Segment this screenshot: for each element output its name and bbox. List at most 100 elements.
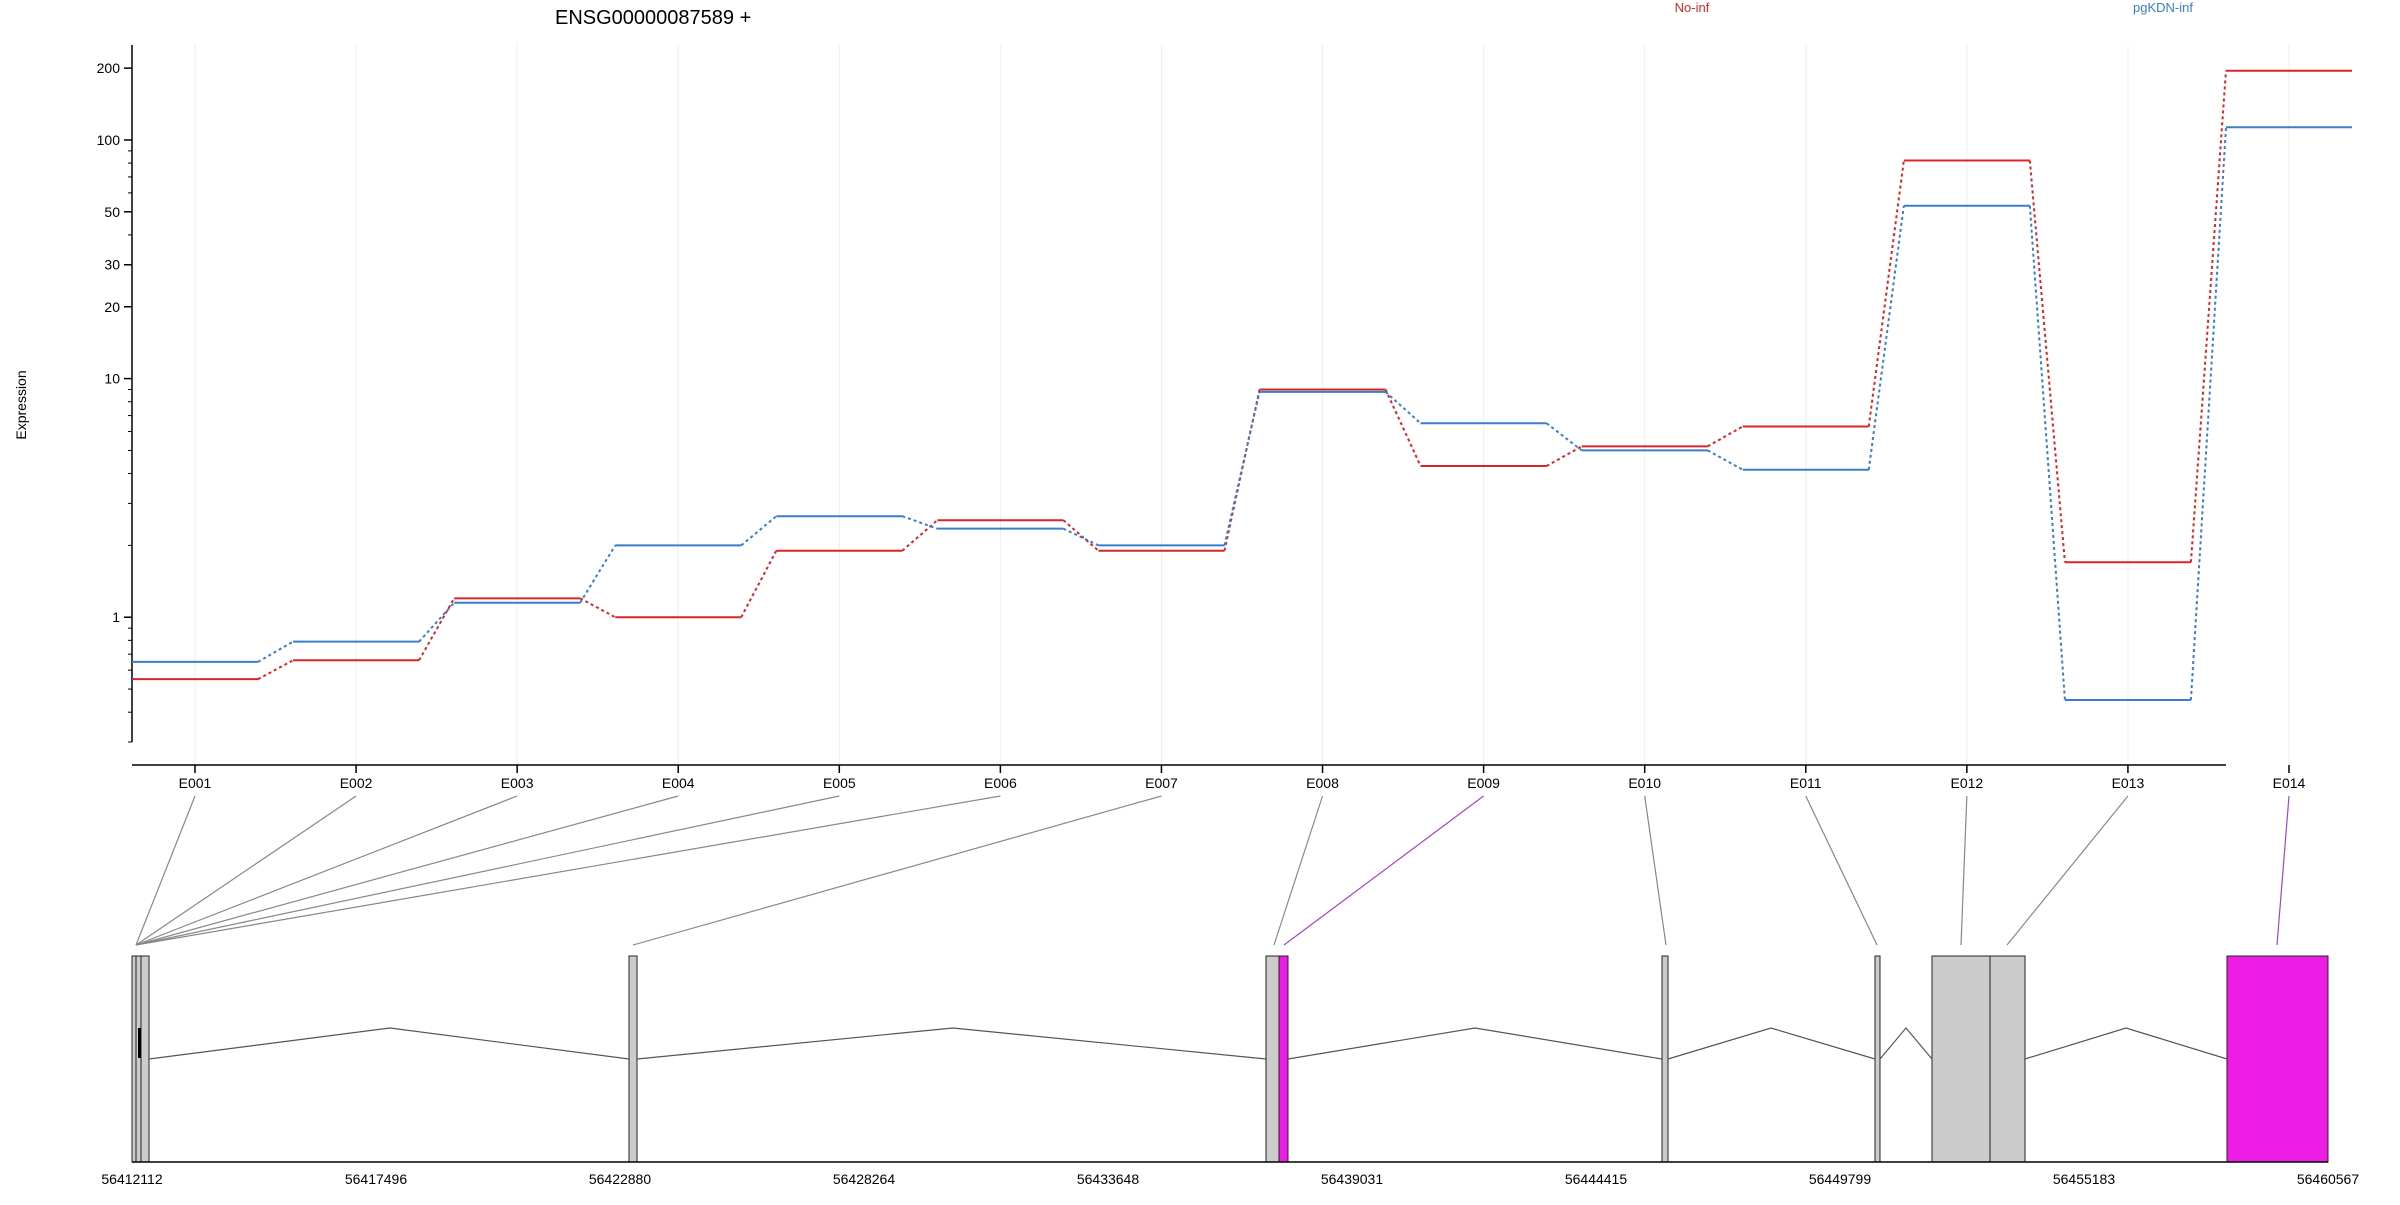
exon-connector: [1644, 795, 1667, 946]
data-connector: [1707, 449, 1744, 471]
y-tick-label: 1: [112, 609, 120, 625]
x-tick-label: E014: [2273, 775, 2306, 791]
genomic-coordinate-axis: 56412112 56417496 56422880 56428264 56433648…: [101, 1161, 2360, 1187]
exon-box: [1989, 955, 2026, 1163]
x-tick-label: E006: [984, 775, 1017, 791]
x-tick-label: E012: [1950, 775, 1983, 791]
exon-box: [628, 955, 638, 1163]
exon-box: [140, 955, 150, 1163]
exon-connector: [1960, 795, 1968, 946]
legend-pgkdn-inf: pgKDN-inf: [2133, 0, 2193, 15]
highlighted-exon: [2226, 955, 2329, 1163]
x-tick-label: E009: [1467, 775, 1500, 791]
x-axis: E001 E002 E003 E004 E005 E006 E007 E008 E009 E010…: [132, 764, 2306, 791]
exon-connector: [135, 795, 679, 946]
exon-connector: [135, 795, 518, 946]
intron-line: [1287, 1027, 1663, 1060]
coord-tick-label: 56433648: [1077, 1171, 1140, 1187]
data-connector: [1867, 160, 1905, 427]
y-axis-label: Expression: [13, 370, 29, 439]
legend-no-inf: No-inf: [1675, 0, 1710, 15]
exon-connector: [135, 795, 1001, 946]
data-connector: [418, 597, 456, 661]
x-tick-label: E013: [2112, 775, 2145, 791]
grid-lines: [194, 45, 2290, 765]
data-connector: [1062, 527, 1099, 547]
exon-connector: [135, 795, 357, 946]
data-connector: [901, 519, 939, 552]
y-axis: 1 10 20 30 50 100 200: [97, 45, 133, 743]
exon-box: [1661, 955, 1669, 1163]
series-pgkdn-inf: [132, 126, 2352, 701]
exon-box: [1874, 955, 1881, 1163]
intron-line: [1879, 1027, 1933, 1060]
exon-mark: [138, 1028, 141, 1058]
coord-tick-label: 56439031: [1321, 1171, 1384, 1187]
exon-connector: [2276, 795, 2290, 946]
exon-box: [135, 955, 142, 1163]
exon-box: [1265, 955, 1281, 1163]
coord-tick-label: 56460567: [2297, 1171, 2360, 1187]
exon-connector: [1283, 795, 1484, 946]
intron-line: [1667, 1027, 1876, 1060]
y-tick-label: 30: [104, 257, 120, 273]
x-tick-label: E011: [1790, 775, 1822, 791]
data-connector: [2189, 127, 2227, 701]
x-tick-label: E002: [340, 775, 373, 791]
coord-tick-label: 56444415: [1565, 1171, 1628, 1187]
data-connector: [257, 659, 294, 681]
intron-line: [2024, 1027, 2228, 1060]
y-tick-label: 200: [97, 60, 121, 76]
data-connector: [1546, 422, 1583, 452]
data-connector: [740, 515, 777, 547]
data-connector: [1223, 391, 1261, 546]
chart-title: ENSG00000087589 +: [555, 7, 751, 29]
exon-connector: [2006, 795, 2129, 946]
data-connector: [579, 597, 616, 619]
highlighted-exon: [1278, 955, 1289, 1163]
exon-connector: [1273, 795, 1324, 946]
exon-connector: [1805, 795, 1878, 946]
intron-line: [148, 1027, 630, 1060]
coord-tick-label: 56449799: [1809, 1171, 1872, 1187]
coord-tick-label: 56412112: [101, 1171, 162, 1187]
y-tick-label: 50: [104, 204, 120, 220]
coord-tick-label: 56422880: [589, 1171, 652, 1187]
exon-box: [1931, 955, 1991, 1163]
exon-connector: [135, 795, 196, 946]
y-tick-label: 100: [97, 132, 121, 148]
y-tick-label: 20: [104, 299, 120, 315]
data-connector: [740, 550, 778, 618]
x-tick-label: E007: [1145, 775, 1178, 791]
series-no-inf: [132, 69, 2352, 681]
x-tick-label: E008: [1306, 775, 1339, 791]
coord-tick-label: 56428264: [833, 1171, 896, 1187]
series-layer: [132, 69, 2352, 701]
exon-connector: [135, 795, 840, 946]
x-tick-label: E001: [179, 775, 212, 791]
data-connector: [1546, 445, 1583, 467]
data-connector: [2189, 70, 2227, 563]
data-connector: [901, 515, 938, 530]
data-connector: [2028, 160, 2066, 563]
data-connector: [257, 640, 294, 663]
intron-line: [636, 1027, 1267, 1060]
exon-connectors: [135, 795, 2290, 946]
x-tick-label: E003: [501, 775, 534, 791]
data-connector: [1384, 391, 1422, 424]
x-tick-label: E010: [1628, 775, 1661, 791]
exon-connector: [632, 795, 1162, 946]
data-connector: [1062, 519, 1100, 552]
data-connector: [2028, 205, 2066, 701]
coord-tick-label: 56417496: [345, 1171, 408, 1187]
gene-model: [131, 955, 2329, 1163]
data-connector: [1384, 389, 1422, 467]
data-connector: [579, 544, 617, 604]
coord-tick-label: 56455183: [2053, 1171, 2116, 1187]
data-connector: [418, 602, 455, 643]
y-tick-label: 10: [104, 371, 120, 387]
x-tick-label: E005: [823, 775, 856, 791]
x-tick-label: E004: [662, 775, 695, 791]
